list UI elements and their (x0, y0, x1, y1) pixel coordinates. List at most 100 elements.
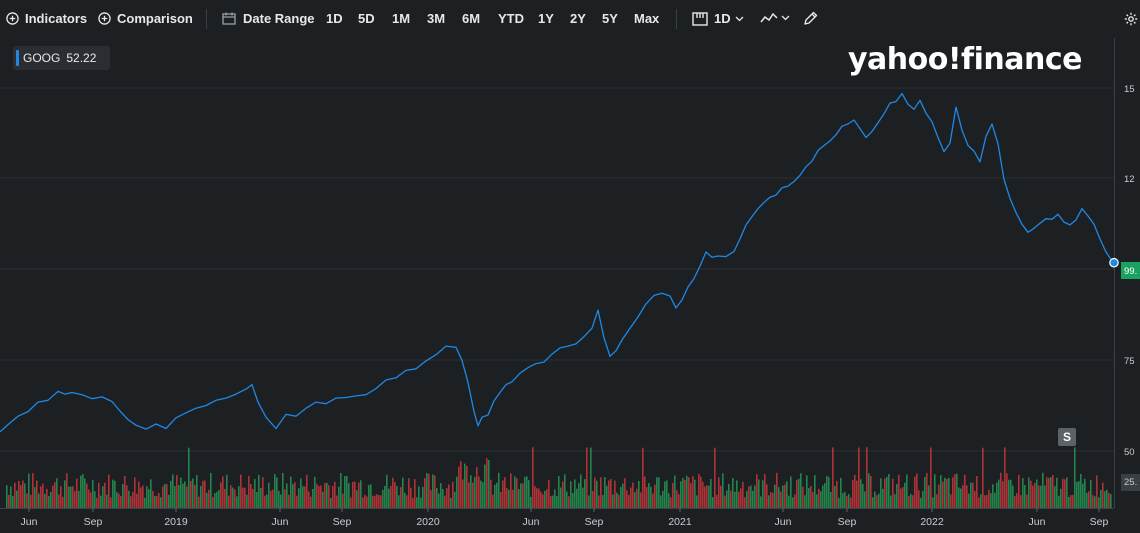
volume-bar (614, 480, 616, 508)
volume-bar (144, 497, 146, 508)
chart-type-dropdown[interactable] (760, 12, 790, 24)
volume-bar (532, 447, 534, 508)
volume-bar (588, 495, 590, 508)
volume-bar (356, 490, 358, 508)
volume-bar (136, 493, 138, 508)
volume-bar (70, 486, 72, 508)
volume-bar (888, 474, 890, 508)
indicators-button[interactable]: Indicators (6, 11, 87, 26)
volume-bar (800, 473, 802, 508)
last-price-marker (1109, 257, 1119, 268)
yahoo-finance-logo: yahoo!finance (848, 42, 1082, 77)
volume-bar (400, 487, 402, 508)
volume-bar (956, 473, 958, 508)
volume-bar (896, 484, 898, 508)
volume-bar (932, 497, 934, 508)
period-1d-button[interactable]: 1D (326, 11, 343, 26)
chevron-down-icon (735, 16, 744, 22)
volume-bar (254, 478, 256, 508)
volume-bar (744, 497, 746, 508)
volume-bar (946, 479, 948, 508)
volume-bar (468, 482, 470, 508)
volume-bar (430, 490, 432, 508)
date-range-button[interactable]: Date Range (222, 11, 315, 26)
volume-bar (542, 494, 544, 508)
volume-bar (206, 492, 208, 508)
volume-bar (728, 483, 730, 508)
volume-bar (472, 482, 474, 508)
volume-bar (794, 494, 796, 508)
volume-bar (162, 486, 164, 508)
y-axis: 15 12 99. 75 50 25. (1121, 84, 1140, 491)
gear-icon[interactable] (1124, 12, 1138, 26)
volume-bar (938, 484, 940, 508)
period-5d-button[interactable]: 5D (358, 11, 375, 26)
volume-bar (1050, 477, 1052, 508)
period-1y-button[interactable]: 1Y (538, 11, 554, 26)
x-tick-label: Jun (775, 516, 792, 528)
volume-bar (106, 494, 108, 508)
volume-bar (200, 485, 202, 508)
volume-bar (818, 488, 820, 508)
volume-bar (492, 494, 494, 508)
volume-bar (320, 485, 322, 508)
volume-bar (442, 489, 444, 508)
period-6m-button[interactable]: 6M (462, 11, 481, 26)
volume-bar (592, 491, 594, 508)
volume-bar (778, 487, 780, 508)
series-color-swatch (16, 50, 19, 66)
volume-bar (516, 478, 518, 508)
volume-bar (230, 485, 232, 508)
volume-bar (1060, 488, 1062, 508)
volume-bar (666, 480, 668, 508)
draw-tool-button[interactable] (803, 11, 818, 26)
chart-toolbar: Indicators Comparison Date Range 1D 5D 1… (0, 0, 1140, 38)
price-layer (0, 92, 1119, 433)
volume-bar (148, 489, 150, 508)
volume-bar (1012, 485, 1014, 508)
volume-bar (866, 447, 868, 508)
volume-bar (852, 479, 854, 508)
volume-bar (724, 495, 726, 508)
volume-bar (224, 489, 226, 508)
volume-bar (804, 495, 806, 508)
volume-bar (1082, 483, 1084, 508)
volume-bar (650, 486, 652, 508)
volume-bar (662, 490, 664, 508)
interval-dropdown[interactable]: 1D (692, 11, 744, 26)
period-max-button[interactable]: Max (634, 11, 660, 26)
volume-bar (172, 474, 174, 508)
volume-bar (68, 486, 70, 508)
volume-bar (58, 494, 60, 508)
period-5y-button[interactable]: 5Y (602, 11, 618, 26)
x-tick-label: Sep (585, 516, 604, 528)
volume-bar (564, 474, 566, 508)
volume-bar (578, 483, 580, 508)
volume-bar (84, 478, 86, 508)
volume-bar (140, 487, 142, 508)
volume-bar (730, 490, 732, 508)
volume-bar (440, 483, 442, 508)
price-chart[interactable]: 15 12 99. 75 50 25. Jun Sep 2019 Jun Sep 2020 Jun Se… (0, 38, 1140, 533)
volume-bar (424, 478, 426, 508)
volume-bar (898, 474, 900, 508)
volume-bar (152, 491, 154, 508)
comparison-button[interactable]: Comparison (98, 11, 193, 26)
volume-bar (644, 476, 646, 508)
volume-bar (34, 487, 36, 508)
split-event-badge[interactable]: S (1058, 428, 1076, 446)
volume-bar (96, 497, 98, 508)
x-axis: Jun Sep 2019 Jun Sep 2020 Jun Sep 2021 Jun Sep 2022… (0, 508, 1114, 528)
volume-bar (352, 481, 354, 508)
period-1m-button[interactable]: 1M (392, 11, 411, 26)
volume-bar (916, 473, 918, 508)
volume-bar (598, 495, 600, 508)
volume-bar (444, 495, 446, 508)
volume-bar (324, 483, 326, 508)
volume-bar (354, 481, 356, 508)
period-2y-button[interactable]: 2Y (570, 11, 586, 26)
series-legend[interactable]: GOOG 52.22 (13, 46, 111, 70)
period-3m-button[interactable]: 3M (427, 11, 446, 26)
volume-bar (826, 475, 828, 508)
period-ytd-button[interactable]: YTD (498, 11, 524, 26)
